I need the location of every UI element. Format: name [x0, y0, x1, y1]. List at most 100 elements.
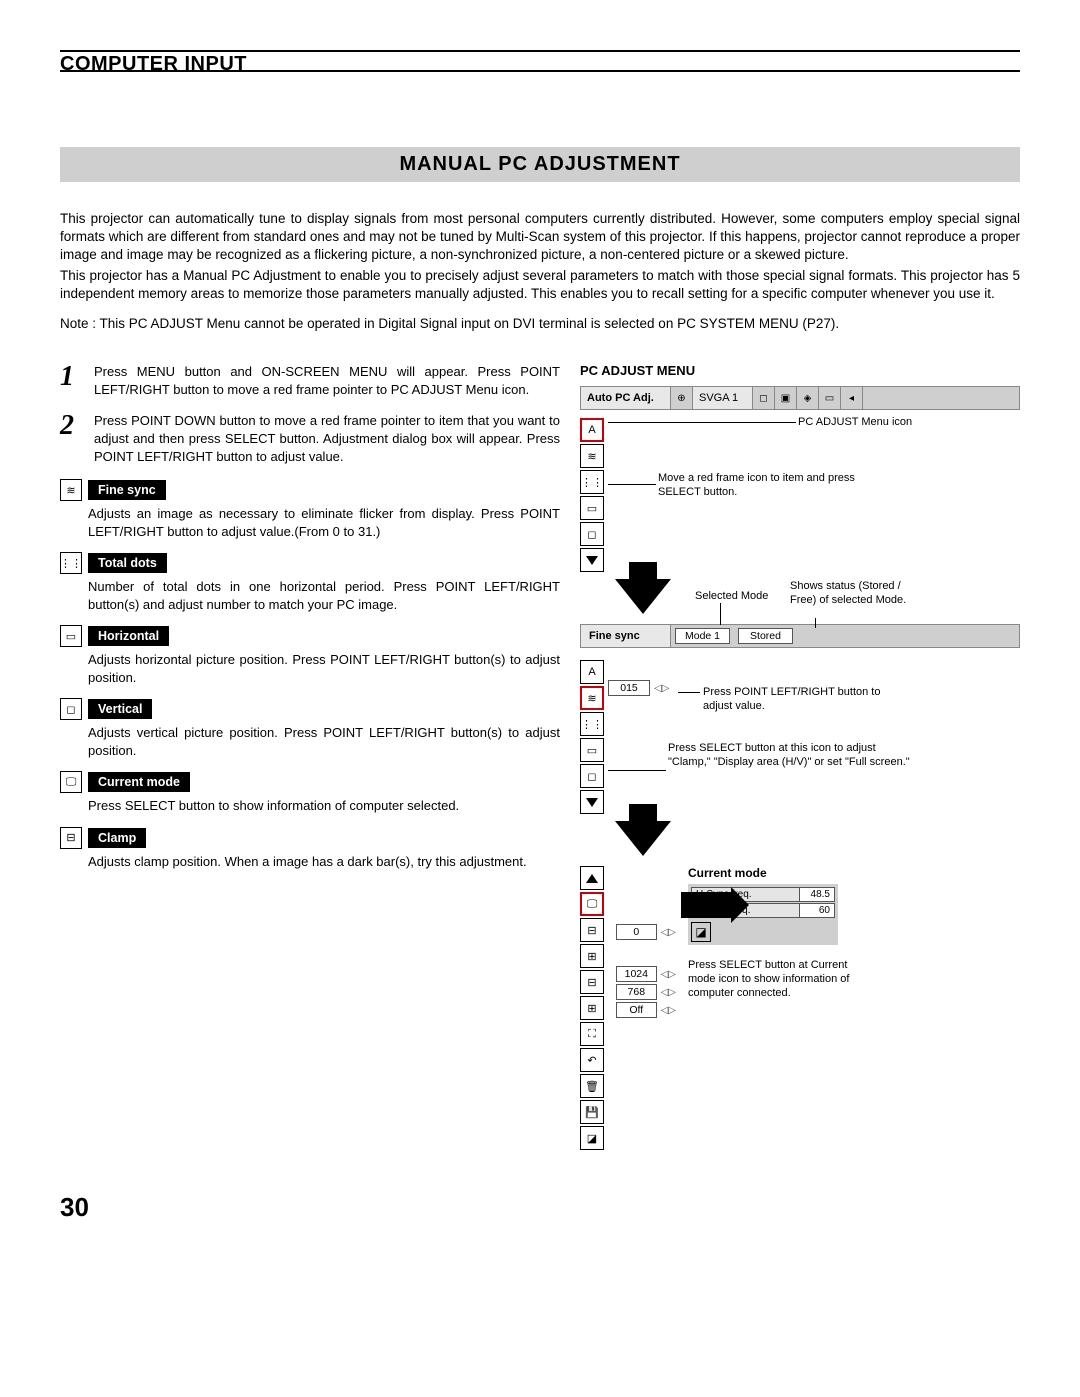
side2-fine-sync-icon: ≋	[580, 686, 604, 710]
value-015: 015	[608, 680, 650, 696]
cm-area-icon: ⊞	[580, 944, 604, 968]
vertical-label: Vertical	[88, 699, 152, 719]
menu-bar: Auto PC Adj. ⊕ SVGA 1 ◻ ▣ ◈ ▭ ◂	[580, 386, 1020, 410]
down-arrow-1	[615, 579, 671, 614]
cm-monitor-icon: 🖵	[580, 892, 604, 916]
stored-box: Stored	[738, 628, 793, 644]
menu-auto-pc: Auto PC Adj.	[581, 387, 671, 409]
hsync-value: 48.5	[800, 888, 834, 901]
side-fine-sync-icon: ≋	[580, 444, 604, 468]
left-column: 1 Press MENU button and ON-SCREEN MENU w…	[60, 363, 560, 1152]
cm-sidebar: 🖵 ⊟ ⊞ ⊟ ⊞ ⛶ ↶ 🗑 💾 ◪	[580, 866, 604, 1152]
horizontal-icon: ▭	[60, 625, 82, 647]
annot-status: Shows status (Stored / Free) of selected…	[790, 580, 920, 608]
horizontal-label: Horizontal	[88, 626, 169, 646]
lr-arrows-5: ◁▷	[661, 1005, 676, 1016]
input-icon: ⊕	[671, 387, 693, 409]
side2-total-dots-icon: ⋮⋮	[580, 712, 604, 736]
value-1024: 1024	[616, 966, 657, 982]
cm-quit-icon: ◪	[580, 1126, 604, 1150]
intro-p1: This projector can automatically tune to…	[60, 210, 1020, 265]
vsync-value: 60	[800, 904, 834, 917]
cm-reset-icon: ↶	[580, 1048, 604, 1072]
step-text-1: Press MENU button and ON-SCREEN MENU wil…	[94, 363, 560, 398]
page-header: COMPUTER INPUT	[60, 50, 1020, 72]
side-auto-icon: A	[580, 418, 604, 442]
cm-areah-icon: ⊟	[580, 970, 604, 994]
side2-down-icon	[580, 790, 604, 814]
cm-up-icon	[580, 866, 604, 890]
cm-exit-icon: ◪	[691, 922, 711, 942]
side2-auto-icon: A	[580, 660, 604, 684]
step-2: 2 Press POINT DOWN button to move a red …	[60, 412, 560, 465]
value-off: Off	[616, 1002, 657, 1018]
param-fine-sync: ≋ Fine sync Adjusts an image as necessar…	[60, 479, 560, 540]
right-column: PC ADJUST MENU Auto PC Adj. ⊕ SVGA 1 ◻ ▣…	[580, 363, 1020, 1152]
side-horizontal-icon: ▭	[580, 496, 604, 520]
side2-vertical-icon: ◻	[580, 764, 604, 788]
current-mode-desc: Press SELECT button to show information …	[88, 797, 560, 815]
fine-sync-icon: ≋	[60, 479, 82, 501]
down-arrow-2	[615, 821, 671, 856]
total-dots-label: Total dots	[88, 553, 167, 573]
side-down-icon	[580, 548, 604, 572]
total-dots-icon: ⋮⋮	[60, 552, 82, 574]
param-horizontal: ▭ Horizontal Adjusts horizontal picture …	[60, 625, 560, 686]
current-mode-section: 🖵 ⊟ ⊞ ⊟ ⊞ ⛶ ↶ 🗑 💾 ◪ 0 ◁▷ 1024 ◁▷ 768 ◁▷ Off…	[580, 866, 1020, 1152]
step-1: 1 Press MENU button and ON-SCREEN MENU w…	[60, 363, 560, 398]
cm-title: Current mode	[688, 866, 1020, 880]
annot-move: Move a red frame icon to item and press …	[658, 472, 878, 500]
menu-icon-4: ▭	[819, 387, 841, 409]
step-number-2: 2	[60, 412, 84, 465]
annot-select: Press SELECT button at this icon to adju…	[668, 742, 918, 770]
intro-text: This projector can automatically tune to…	[60, 210, 1020, 303]
value-0: 0	[616, 924, 657, 940]
side-total-dots-icon: ⋮⋮	[580, 470, 604, 494]
fine-sync-desc: Adjusts an image as necessary to elimina…	[88, 505, 560, 540]
side2-horizontal-icon: ▭	[580, 738, 604, 762]
section-title: MANUAL PC ADJUSTMENT	[60, 147, 1020, 182]
side-vertical-icon: ◻	[580, 522, 604, 546]
cm-store-icon: 💾	[580, 1100, 604, 1124]
mode-strip: Fine sync Mode 1 Stored	[580, 624, 1020, 648]
cm-full-icon: ⛶	[580, 1022, 604, 1046]
annot-point: Press POINT LEFT/RIGHT button to adjust …	[703, 686, 903, 714]
lr-arrows-2: ◁▷	[661, 927, 676, 938]
lr-arrows-3: ◁▷	[661, 969, 676, 980]
param-vertical: ◻ Vertical Adjusts vertical picture posi…	[60, 698, 560, 759]
cm-areav-icon: ⊞	[580, 996, 604, 1020]
annot-selected-mode: Selected Mode	[695, 590, 768, 604]
h-arrow	[681, 892, 731, 918]
menu-icon-3: ◈	[797, 387, 819, 409]
page-number: 30	[60, 1192, 1020, 1223]
clamp-desc: Adjusts clamp position. When a image has…	[88, 853, 560, 871]
fine-sync-label: Fine sync	[88, 480, 166, 500]
menu-icon-1: ◻	[753, 387, 775, 409]
step-text-2: Press POINT DOWN button to move a red fr…	[94, 412, 560, 465]
lr-arrows-4: ◁▷	[661, 987, 676, 998]
value-768: 768	[616, 984, 657, 1000]
cm-free-icon: 🗑	[580, 1074, 604, 1098]
current-mode-icon: 🖵	[60, 771, 82, 793]
mode-fine-sync: Fine sync	[581, 625, 671, 647]
vertical-icon: ◻	[60, 698, 82, 720]
cm-clamp-icon: ⊟	[580, 918, 604, 942]
param-clamp: ⊟ Clamp Adjusts clamp position. When a i…	[60, 827, 560, 871]
menu-icon-2: ▣	[775, 387, 797, 409]
step-number-1: 1	[60, 363, 84, 398]
menu-title: PC ADJUST MENU	[580, 363, 1020, 378]
clamp-icon: ⊟	[60, 827, 82, 849]
note-text: Note : This PC ADJUST Menu cannot be ope…	[60, 315, 1020, 333]
cm-annot: Press SELECT button at Current mode icon…	[688, 959, 868, 1000]
menu-icon-5: ◂	[841, 387, 863, 409]
param-current-mode: 🖵 Current mode Press SELECT button to sh…	[60, 771, 560, 815]
annot-menu-icon: PC ADJUST Menu icon	[798, 416, 912, 430]
total-dots-desc: Number of total dots in one horizontal p…	[88, 578, 560, 613]
param-total-dots: ⋮⋮ Total dots Number of total dots in on…	[60, 552, 560, 613]
intro-p2: This projector has a Manual PC Adjustmen…	[60, 267, 1020, 303]
sidebar-icons-2: A ≋ ⋮⋮ ▭ ◻	[580, 660, 604, 816]
current-mode-label: Current mode	[88, 772, 190, 792]
mode-box: Mode 1	[675, 628, 730, 644]
menu-system: SVGA 1	[693, 387, 753, 409]
vertical-desc: Adjusts vertical picture position. Press…	[88, 724, 560, 759]
